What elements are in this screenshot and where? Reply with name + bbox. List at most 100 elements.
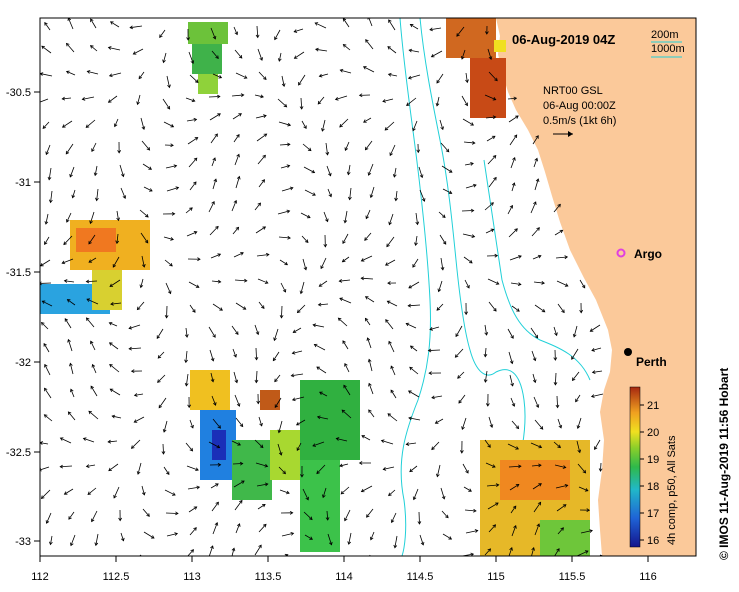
current-arrow-head	[358, 93, 363, 98]
current-arrow-head	[344, 517, 348, 522]
current-arrow-head	[212, 35, 217, 40]
current-arrow-head	[113, 123, 118, 128]
current-arrow	[533, 281, 545, 284]
current-arrow-head	[406, 102, 410, 106]
current-arrow	[166, 533, 178, 537]
current-arrow	[532, 135, 539, 145]
current-arrow	[382, 98, 394, 102]
current-arrow	[409, 366, 419, 375]
current-arrow-head	[193, 231, 198, 235]
current-arrow-head	[369, 194, 374, 199]
current-arrow	[257, 48, 263, 61]
current-arrow-head	[237, 442, 241, 446]
current-arrow	[510, 397, 515, 407]
current-arrow	[553, 326, 558, 336]
current-arrow-head	[538, 444, 543, 449]
current-arrow-head	[282, 470, 286, 475]
current-arrow-head	[85, 279, 90, 284]
current-arrow-head	[293, 55, 298, 59]
current-arrow	[133, 48, 144, 55]
current-arrow	[365, 318, 371, 326]
current-arrow	[231, 94, 244, 97]
current-arrow	[46, 512, 52, 524]
current-arrow	[210, 483, 219, 489]
current-arrow-head	[436, 473, 440, 478]
isobath-1000m	[399, 18, 431, 556]
current-arrow-head	[455, 333, 459, 338]
current-arrow-head	[118, 517, 123, 522]
current-arrow	[232, 227, 239, 235]
current-arrow	[342, 233, 349, 244]
current-arrow	[511, 305, 520, 312]
current-arrow	[465, 72, 468, 83]
current-arrow	[233, 134, 240, 143]
current-arrow	[296, 419, 306, 426]
current-arrow-head	[236, 403, 241, 407]
current-arrow	[296, 442, 302, 451]
current-arrow	[110, 302, 122, 305]
current-arrow-head	[458, 400, 462, 404]
current-arrow-head	[93, 172, 98, 177]
current-arrow	[291, 373, 304, 377]
current-arrow-head	[431, 446, 435, 451]
current-arrow-head	[366, 337, 371, 341]
current-arrow	[232, 113, 242, 120]
current-arrow	[91, 510, 98, 522]
current-arrow-head	[307, 559, 310, 562]
current-arrow-head	[238, 55, 243, 59]
current-arrow	[507, 443, 519, 450]
current-arrow	[67, 299, 76, 306]
current-arrow	[185, 97, 195, 102]
current-arrow	[40, 259, 51, 267]
current-arrow	[166, 187, 179, 192]
current-arrow-head	[367, 358, 372, 363]
current-arrow	[439, 234, 447, 245]
legend-scale: 0.5m/s (1kt 6h)	[543, 115, 616, 127]
current-arrow	[109, 342, 119, 350]
current-arrow	[274, 397, 282, 408]
current-arrow-head	[240, 93, 245, 98]
x-tick-label: 116	[639, 571, 657, 583]
current-arrow	[137, 301, 145, 310]
current-arrow	[69, 363, 74, 375]
current-arrow-head	[257, 202, 261, 207]
current-arrow-head	[342, 44, 347, 48]
current-arrow-head	[494, 77, 498, 82]
current-arrow-head	[307, 147, 312, 152]
current-arrow-head	[564, 255, 569, 260]
current-arrow	[142, 163, 152, 170]
current-arrow	[66, 212, 72, 223]
current-arrow-head	[107, 99, 112, 103]
current-arrow	[508, 351, 513, 364]
current-arrow	[68, 558, 71, 569]
current-arrow	[256, 133, 267, 142]
current-arrow	[254, 202, 261, 211]
current-arrow-head	[157, 379, 161, 383]
current-arrow	[484, 548, 491, 556]
current-arrow-head	[312, 443, 316, 447]
current-arrow	[530, 442, 542, 448]
current-arrow-head	[281, 83, 286, 88]
current-arrow-head	[194, 137, 199, 141]
current-arrow	[45, 144, 51, 155]
current-arrow-head	[420, 541, 425, 546]
current-arrow-head	[387, 72, 392, 77]
current-arrow-head	[589, 328, 594, 332]
current-arrow-head	[259, 444, 264, 449]
current-arrow-head	[282, 288, 287, 293]
current-arrow-head	[190, 424, 194, 429]
current-arrow-head	[339, 123, 343, 128]
current-arrow	[462, 463, 469, 474]
current-arrow-head	[517, 282, 522, 287]
current-arrow-head	[328, 172, 332, 177]
current-arrow-head	[382, 467, 387, 471]
current-arrow-head	[218, 75, 223, 79]
current-arrow-head	[86, 298, 91, 302]
current-arrow	[366, 508, 374, 518]
current-arrow	[442, 533, 452, 540]
current-arrow	[300, 212, 311, 218]
current-arrow	[96, 188, 99, 201]
current-arrow-head	[459, 450, 464, 454]
current-arrow	[128, 324, 141, 329]
current-arrow-head	[412, 127, 416, 132]
